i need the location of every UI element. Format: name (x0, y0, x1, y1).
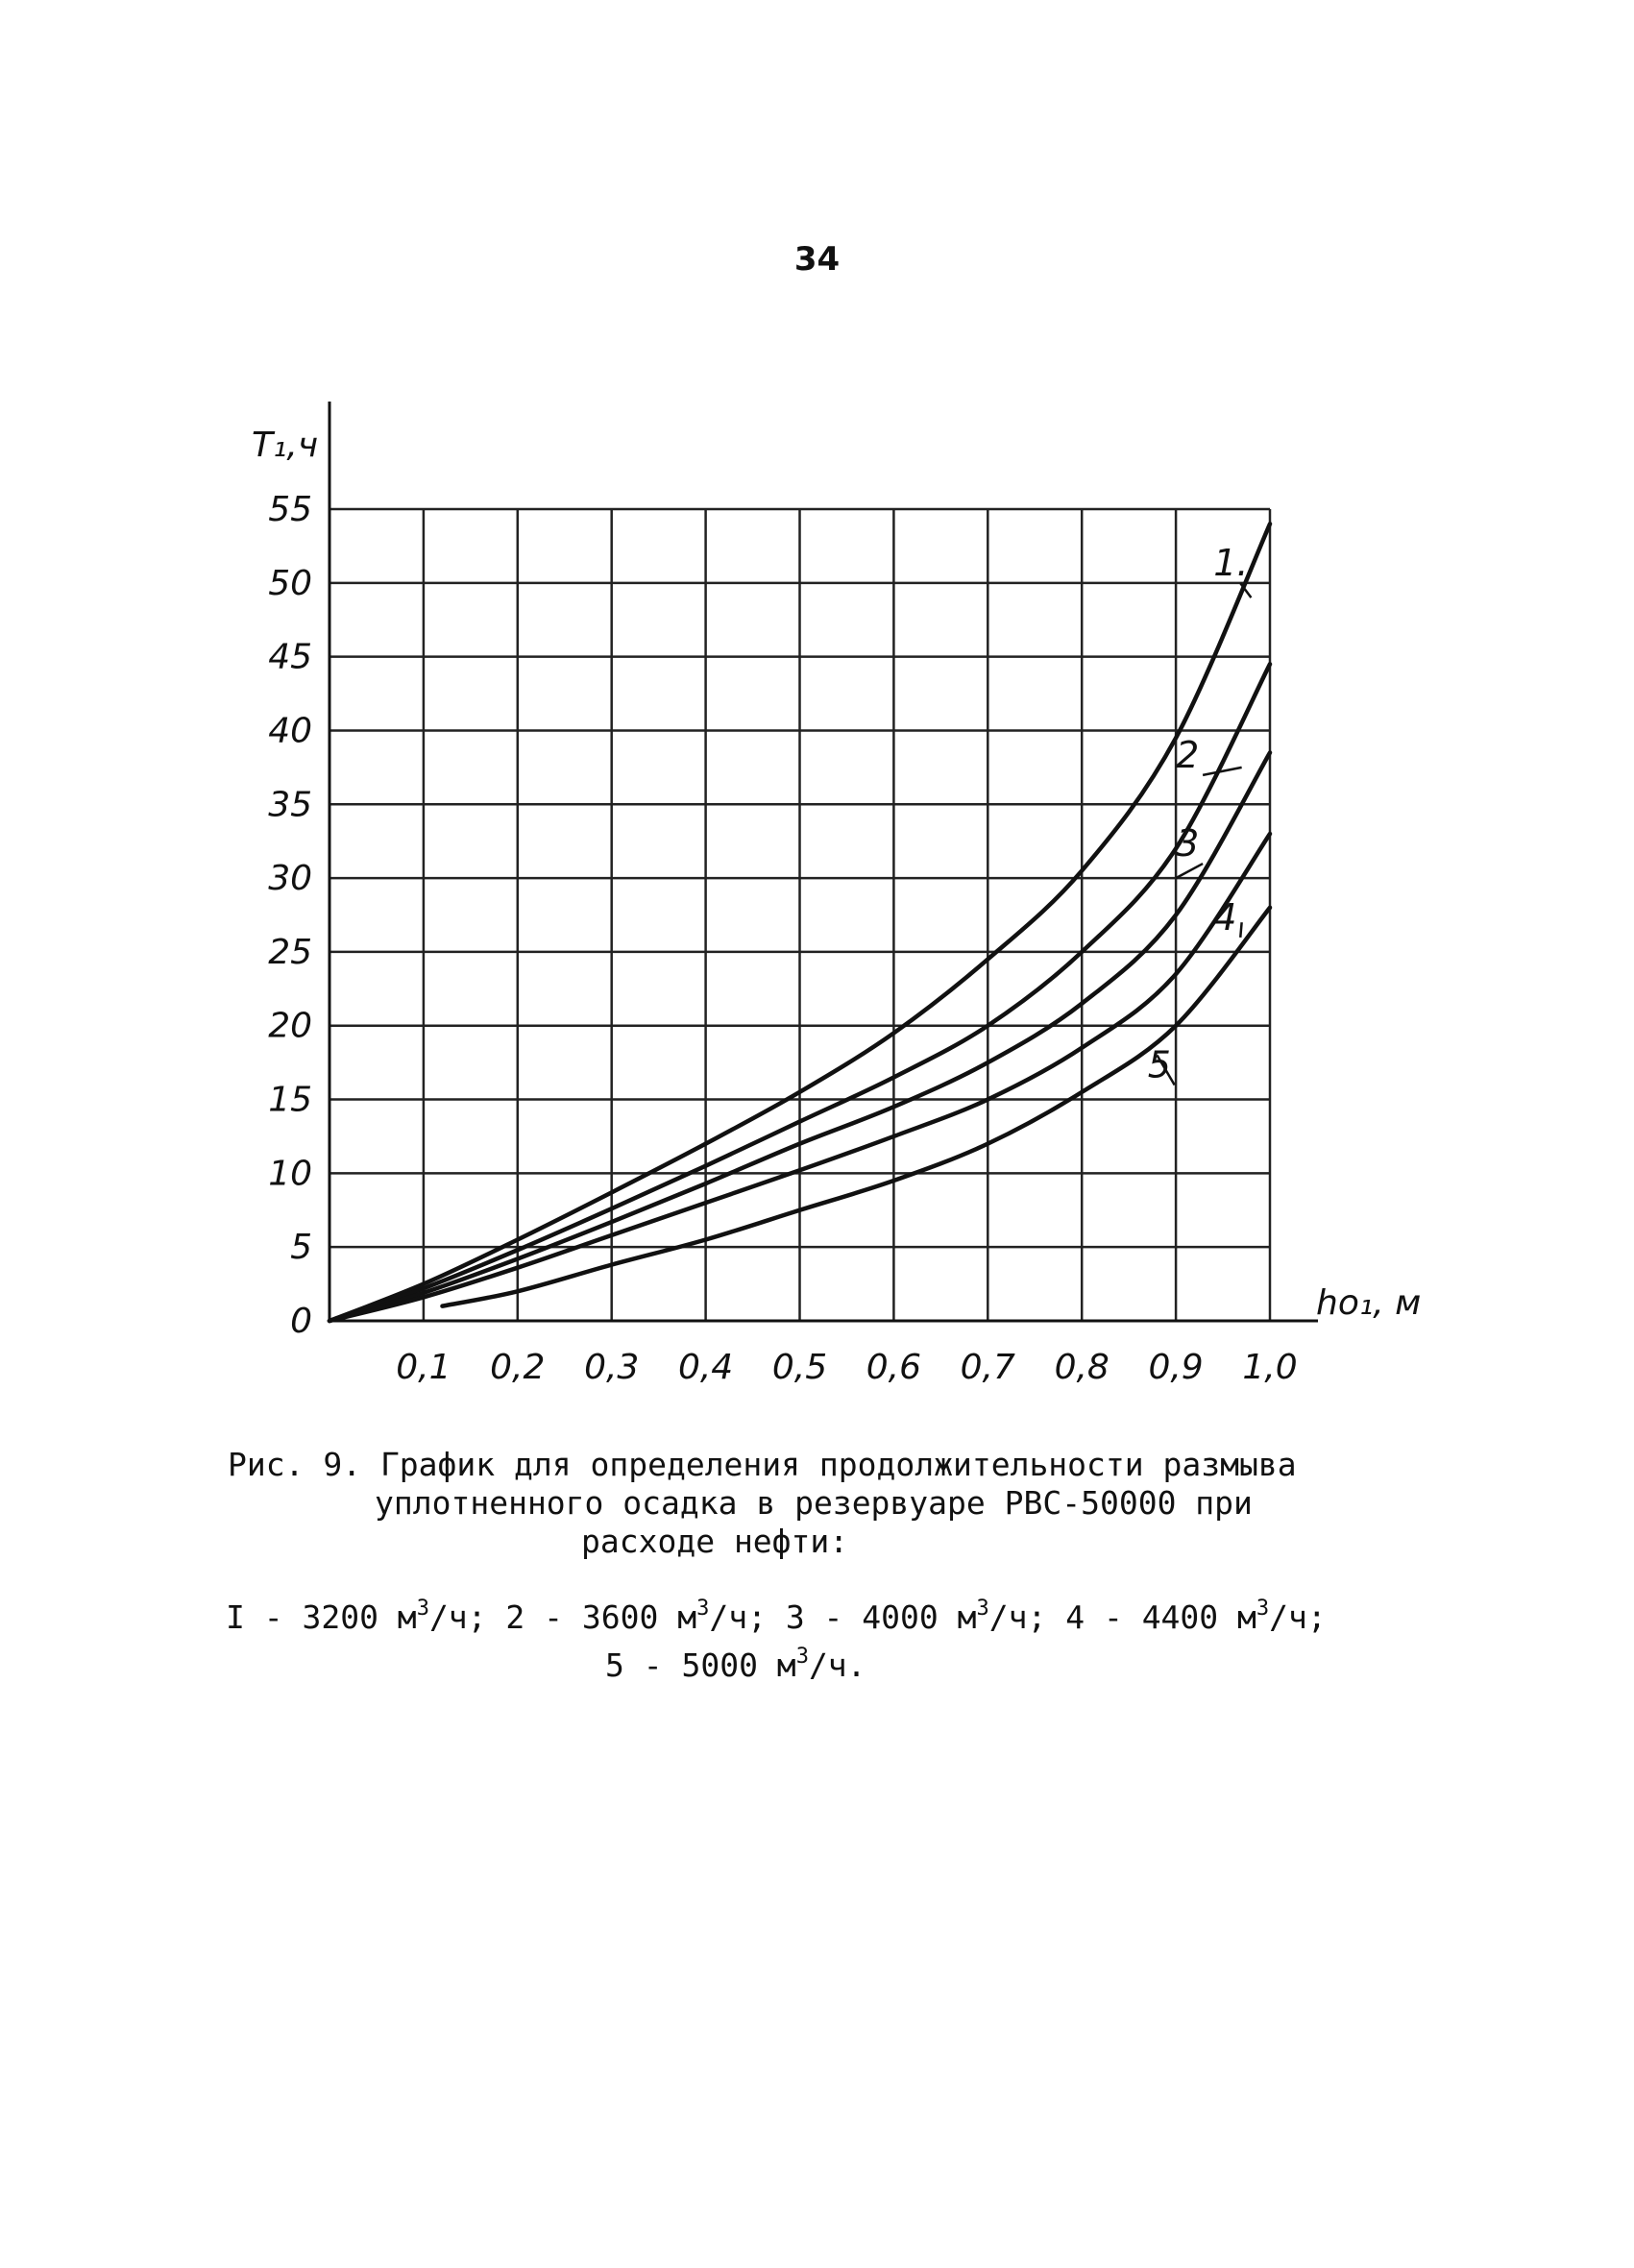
curve-leader-1 (1239, 582, 1253, 598)
curve-label-3: 3 (1176, 822, 1199, 865)
caption-line-2: уплотненного осадка в резервуаре РВС-500… (375, 1484, 1253, 1522)
curve-leader-2 (1202, 766, 1242, 777)
caption-separator: /ч; (1269, 1598, 1327, 1636)
series (327, 522, 1273, 1324)
curve-leader-4 (1239, 922, 1243, 938)
series-line-2 (327, 662, 1273, 1324)
caption-flow-rate-5-line: 5 - 5000 м3/ч. (605, 1638, 866, 1685)
curve-labels: 1. 2 34 5 (1148, 542, 1253, 1086)
unit-exponent: 3 (696, 1597, 710, 1621)
series-line-3 (327, 750, 1273, 1324)
y-tick-label: 55 (268, 490, 312, 529)
y-tick-label: 15 (268, 1081, 312, 1120)
tick-labels: 0,1 0,2 0,3 0,4 0,5 0,6 0,7 0,8 0,9 1,00510152025… (268, 490, 1297, 1387)
y-tick-label: 50 (268, 564, 312, 603)
line-chart: 0,1 0,2 0,3 0,4 0,5 0,6 0,7 0,8 0,9 1,00510152025… (252, 402, 1421, 1387)
y-tick-label: 20 (268, 1007, 312, 1046)
y-axis-label: T₁,ч (252, 426, 318, 465)
x-tick-label: 0,5 (772, 1348, 827, 1387)
caption-line-1: Рис. 9. График для определения продолжит… (228, 1446, 1297, 1483)
curve-label-2: 2 (1176, 734, 1199, 776)
curve-label-5: 5 (1148, 1044, 1171, 1086)
flow-rate-1: I - 3200 м (226, 1598, 417, 1636)
y-tick-label: 10 (268, 1154, 312, 1193)
x-tick-label: 0,9 (1148, 1348, 1203, 1387)
x-tick-label: 0,6 (866, 1348, 921, 1387)
x-tick-label: 0,7 (961, 1348, 1015, 1387)
x-tick-label: 0,8 (1055, 1348, 1110, 1387)
unit-exponent: 3 (1256, 1597, 1270, 1621)
curve-label-4: 4 (1213, 896, 1236, 939)
caption-line-3: расходе нефти: (581, 1523, 849, 1560)
flow-rate-5: 5 - 5000 м (605, 1646, 796, 1684)
series-line-1 (327, 522, 1273, 1324)
unit-exponent: 3 (416, 1597, 429, 1621)
curve-leader-3 (1175, 862, 1204, 880)
y-tick-label: 45 (268, 638, 312, 677)
page-number: 34 (793, 240, 841, 279)
x-tick-label: 0,1 (396, 1348, 451, 1387)
flow-rate-2: /ч; 2 - 3600 м (428, 1598, 697, 1636)
flow-rate-4: /ч; 4 - 4400 м (988, 1598, 1256, 1636)
y-tick-label: 25 (268, 933, 312, 972)
y-tick-label: 0 (290, 1302, 312, 1341)
y-tick-label: 40 (268, 711, 312, 750)
y-tick-label: 5 (290, 1228, 312, 1267)
y-tick-label: 30 (268, 859, 312, 898)
y-tick-label: 35 (268, 785, 312, 824)
series-line-5 (440, 905, 1273, 1308)
grid (329, 507, 1272, 1321)
axes (328, 402, 1318, 1323)
series-line-4 (327, 831, 1273, 1324)
x-tick-label: 0,4 (678, 1348, 733, 1387)
unit-exponent: 3 (795, 1645, 809, 1669)
x-tick-label: 0,2 (490, 1348, 545, 1387)
x-tick-label: 0,3 (584, 1348, 639, 1387)
curve-label-1: 1. (1213, 542, 1248, 584)
unit-exponent: 3 (976, 1597, 989, 1621)
x-axis-label: hо₁, м (1316, 1283, 1421, 1323)
caption-flow-rates-line: I - 3200 м3/ч; 2 - 3600 м3/ч; 3 - 4000 м… (226, 1590, 1327, 1637)
x-tick-label: 1,0 (1242, 1348, 1297, 1387)
flow-rate-3: /ч; 3 - 4000 м (709, 1598, 977, 1636)
caption-end: /ч. (808, 1646, 866, 1684)
curve-leader-5 (1156, 1054, 1176, 1086)
